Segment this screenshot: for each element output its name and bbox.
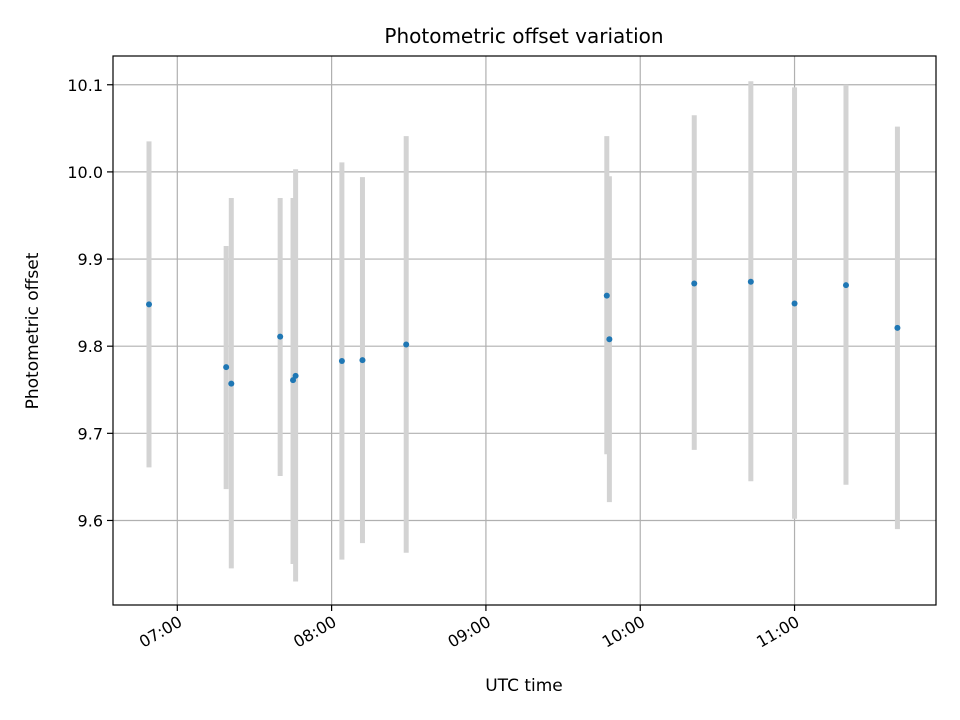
- data-point: [146, 301, 153, 308]
- data-point: [359, 357, 366, 364]
- data-point: [292, 372, 299, 379]
- plot-frame: [112, 55, 937, 606]
- data-point: [403, 341, 410, 348]
- x-axis-label: UTC time: [485, 676, 563, 696]
- data-point: [290, 377, 297, 384]
- data-point: [791, 300, 798, 307]
- y-tick-label: 10.1: [67, 76, 103, 95]
- y-tick-label: 9.9: [78, 250, 103, 269]
- y-tick-label: 9.8: [78, 337, 103, 356]
- data-point: [894, 324, 901, 331]
- data-point: [691, 280, 698, 287]
- point-layer: [146, 278, 901, 387]
- data-point: [338, 358, 345, 364]
- data-point: [747, 278, 754, 285]
- chart-title: Photometric offset variation: [384, 24, 663, 48]
- data-point: [277, 333, 284, 340]
- data-point: [603, 292, 610, 299]
- data-point: [606, 336, 613, 343]
- y-tick-label: 9.7: [78, 424, 103, 443]
- data-point: [223, 364, 230, 371]
- data-point: [228, 380, 235, 387]
- y-tick-label: 9.6: [78, 511, 103, 530]
- data-point: [842, 282, 849, 289]
- y-tick-label: 10.0: [67, 163, 103, 182]
- y-axis-label: Photometric offset: [23, 252, 43, 409]
